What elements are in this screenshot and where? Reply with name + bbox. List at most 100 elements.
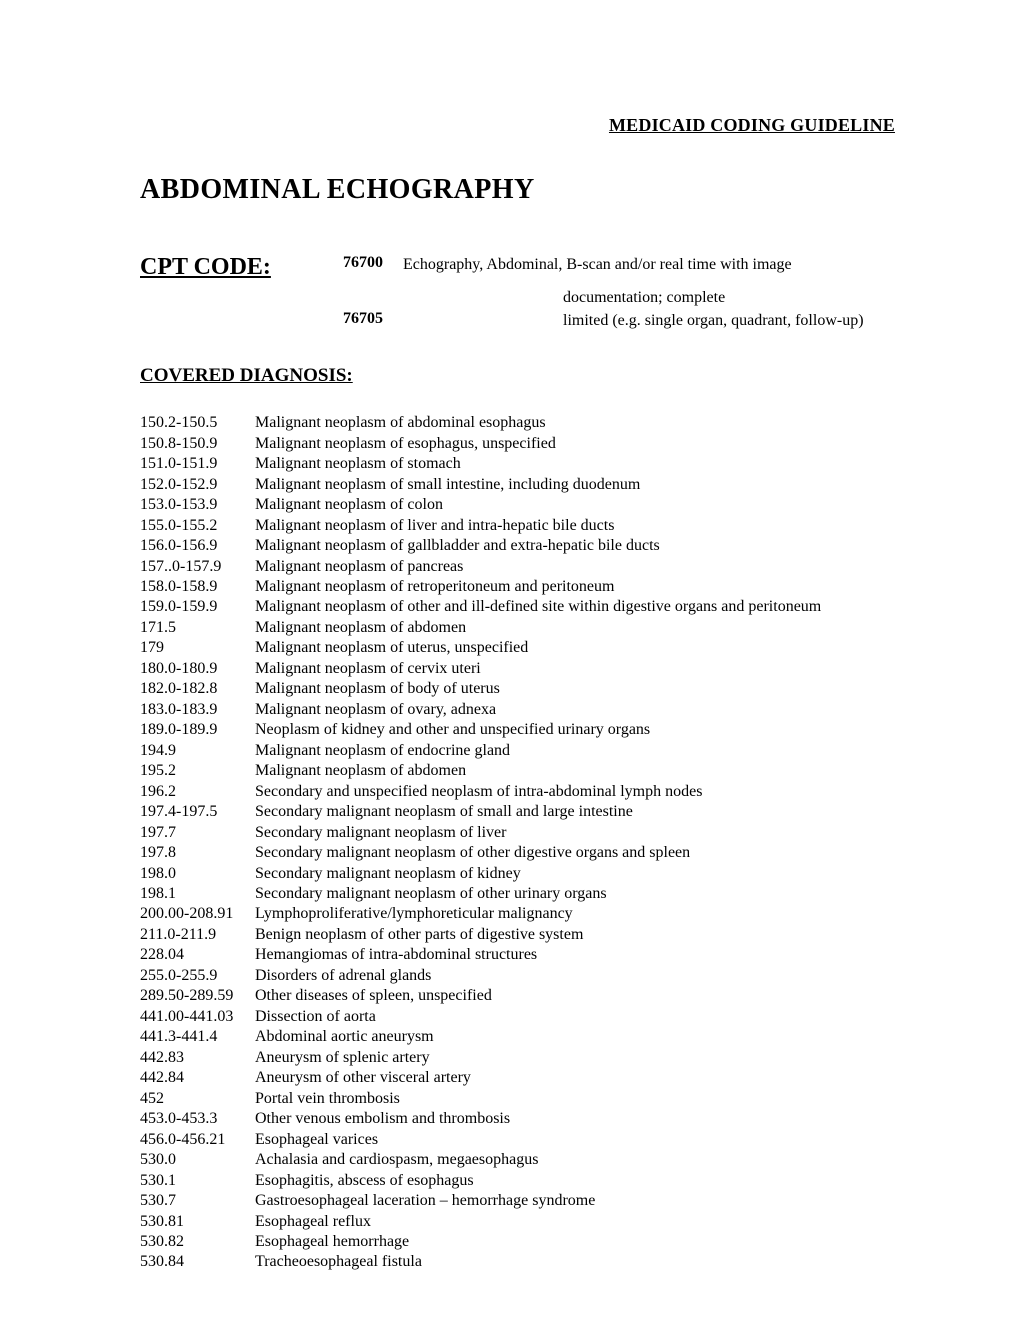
diagnosis-desc: Malignant neoplasm of uterus, unspecifie… xyxy=(255,638,528,658)
diagnosis-row: 453.0-453.3Other venous embolism and thr… xyxy=(140,1109,895,1129)
diagnosis-code: 196.2 xyxy=(140,782,255,802)
diagnosis-code: 182.0-182.8 xyxy=(140,679,255,699)
diagnosis-code: 156.0-156.9 xyxy=(140,536,255,556)
diagnosis-row: 442.83Aneurysm of splenic artery xyxy=(140,1048,895,1068)
diagnosis-row: 152.0-152.9Malignant neoplasm of small i… xyxy=(140,475,895,495)
diagnosis-code: 183.0-183.9 xyxy=(140,700,255,720)
diagnosis-code: 159.0-159.9 xyxy=(140,597,255,617)
diagnosis-row: 441.3-441.4Abdominal aortic aneurysm xyxy=(140,1027,895,1047)
diagnosis-row: 189.0-189.9Neoplasm of kidney and other … xyxy=(140,720,895,740)
diagnosis-desc: Secondary malignant neoplasm of kidney xyxy=(255,864,521,884)
diagnosis-code: 442.84 xyxy=(140,1068,255,1088)
diagnosis-desc: Malignant neoplasm of body of uterus xyxy=(255,679,500,699)
diagnosis-desc: Esophageal reflux xyxy=(255,1212,371,1232)
diagnosis-desc: Malignant neoplasm of small intestine, i… xyxy=(255,475,640,495)
cpt-label: CPT CODE: xyxy=(140,254,343,281)
diagnosis-code: 179 xyxy=(140,638,255,658)
diagnosis-desc: Secondary malignant neoplasm of other di… xyxy=(255,843,690,863)
diagnosis-code: 194.9 xyxy=(140,741,255,761)
diagnosis-row: 530.1Esophagitis, abscess of esophagus xyxy=(140,1171,895,1191)
diagnosis-desc: Secondary malignant neoplasm of small an… xyxy=(255,802,633,822)
diagnosis-code: 153.0-153.9 xyxy=(140,495,255,515)
diagnosis-row: 180.0-180.9Malignant neoplasm of cervix … xyxy=(140,659,895,679)
diagnosis-code: 197.7 xyxy=(140,823,255,843)
diagnosis-row: 211.0-211.9Benign neoplasm of other part… xyxy=(140,925,895,945)
cpt-desc: documentation; complete xyxy=(563,287,725,308)
diagnosis-code: 530.1 xyxy=(140,1171,255,1191)
diagnosis-desc: Malignant neoplasm of retroperitoneum an… xyxy=(255,577,614,597)
diagnosis-desc: Malignant neoplasm of colon xyxy=(255,495,443,515)
diagnosis-code: 195.2 xyxy=(140,761,255,781)
diagnosis-row: 158.0-158.9Malignant neoplasm of retrope… xyxy=(140,577,895,597)
diagnosis-code: 453.0-453.3 xyxy=(140,1109,255,1129)
diagnosis-row: 151.0-151.9Malignant neoplasm of stomach xyxy=(140,454,895,474)
diagnosis-row: 442.84Aneurysm of other visceral artery xyxy=(140,1068,895,1088)
diagnosis-row: 452Portal vein thrombosis xyxy=(140,1089,895,1109)
diagnosis-code: 442.83 xyxy=(140,1048,255,1068)
diagnosis-row: 530.81Esophageal reflux xyxy=(140,1212,895,1232)
diagnosis-row: 150.8-150.9Malignant neoplasm of esophag… xyxy=(140,434,895,454)
diagnosis-desc: Malignant neoplasm of abdomen xyxy=(255,618,466,638)
diagnosis-desc: Malignant neoplasm of pancreas xyxy=(255,557,463,577)
diagnosis-row: 255.0-255.9Disorders of adrenal glands xyxy=(140,966,895,986)
diagnosis-desc: Aneurysm of other visceral artery xyxy=(255,1068,471,1088)
diagnosis-row: 530.0Achalasia and cardiospasm, megaesop… xyxy=(140,1150,895,1170)
diagnosis-code: 530.84 xyxy=(140,1252,255,1272)
diagnosis-desc: Other venous embolism and thrombosis xyxy=(255,1109,510,1129)
diagnosis-row: 198.0Secondary malignant neoplasm of kid… xyxy=(140,864,895,884)
cpt-desc: Echography, Abdominal, B-scan and/or rea… xyxy=(403,254,792,275)
diagnosis-desc: Lymphoproliferative/lymphoreticular mali… xyxy=(255,904,573,924)
diagnosis-code: 157..0-157.9 xyxy=(140,557,255,577)
cpt-row-1: documentation; complete xyxy=(140,287,895,308)
diagnosis-code: 530.82 xyxy=(140,1232,255,1252)
diagnosis-row: 289.50-289.59Other diseases of spleen, u… xyxy=(140,986,895,1006)
diagnosis-code: 441.00-441.03 xyxy=(140,1007,255,1027)
diagnosis-desc: Dissection of aorta xyxy=(255,1007,376,1027)
diagnosis-row: 157..0-157.9Malignant neoplasm of pancre… xyxy=(140,557,895,577)
cpt-row-0: CPT CODE: 76700 Echography, Abdominal, B… xyxy=(140,254,895,281)
diagnosis-code: 158.0-158.9 xyxy=(140,577,255,597)
diagnosis-row: 198.1Secondary malignant neoplasm of oth… xyxy=(140,884,895,904)
diagnosis-desc: Esophageal varices xyxy=(255,1130,378,1150)
document-title: ABDOMINAL ECHOGRAPHY xyxy=(140,174,895,206)
diagnosis-code: 197.4-197.5 xyxy=(140,802,255,822)
diagnosis-desc: Malignant neoplasm of abdomen xyxy=(255,761,466,781)
diagnosis-row: 196.2Secondary and unspecified neoplasm … xyxy=(140,782,895,802)
diagnosis-row: 171.5Malignant neoplasm of abdomen xyxy=(140,618,895,638)
diagnosis-desc: Malignant neoplasm of endocrine gland xyxy=(255,741,510,761)
diagnosis-desc: Malignant neoplasm of ovary, adnexa xyxy=(255,700,496,720)
diagnosis-desc: Gastroesophageal laceration – hemorrhage… xyxy=(255,1191,595,1211)
diagnosis-code: 530.7 xyxy=(140,1191,255,1211)
diagnosis-row: 530.82Esophageal hemorrhage xyxy=(140,1232,895,1252)
diagnosis-desc: Disorders of adrenal glands xyxy=(255,966,431,986)
diagnosis-code: 198.1 xyxy=(140,884,255,904)
diagnosis-desc: Achalasia and cardiospasm, megaesophagus xyxy=(255,1150,538,1170)
diagnosis-list: 150.2-150.5Malignant neoplasm of abdomin… xyxy=(140,413,895,1273)
diagnosis-code: 150.2-150.5 xyxy=(140,413,255,433)
diagnosis-desc: Esophagitis, abscess of esophagus xyxy=(255,1171,474,1191)
page-header: MEDICAID CODING GUIDELINE xyxy=(140,115,895,136)
diagnosis-code: 456.0-456.21 xyxy=(140,1130,255,1150)
diagnosis-row: 197.7Secondary malignant neoplasm of liv… xyxy=(140,823,895,843)
diagnosis-desc: Benign neoplasm of other parts of digest… xyxy=(255,925,583,945)
diagnosis-row: 441.00-441.03Dissection of aorta xyxy=(140,1007,895,1027)
diagnosis-row: 530.84Tracheoesophageal fistula xyxy=(140,1252,895,1272)
diagnosis-code: 228.04 xyxy=(140,945,255,965)
diagnosis-code: 171.5 xyxy=(140,618,255,638)
diagnosis-desc: Portal vein thrombosis xyxy=(255,1089,400,1109)
diagnosis-code: 197.8 xyxy=(140,843,255,863)
diagnosis-code: 452 xyxy=(140,1089,255,1109)
diagnosis-code: 152.0-152.9 xyxy=(140,475,255,495)
diagnosis-desc: Secondary malignant neoplasm of other ur… xyxy=(255,884,607,904)
diagnosis-desc: Hemangiomas of intra-abdominal structure… xyxy=(255,945,537,965)
diagnosis-row: 150.2-150.5Malignant neoplasm of abdomin… xyxy=(140,413,895,433)
diagnosis-code: 255.0-255.9 xyxy=(140,966,255,986)
diagnosis-row: 197.4-197.5Secondary malignant neoplasm … xyxy=(140,802,895,822)
diagnosis-code: 530.0 xyxy=(140,1150,255,1170)
diagnosis-desc: Malignant neoplasm of stomach xyxy=(255,454,461,474)
diagnosis-desc: Malignant neoplasm of other and ill-defi… xyxy=(255,597,821,617)
cpt-code: 76700 xyxy=(343,254,403,272)
diagnosis-code: 289.50-289.59 xyxy=(140,986,255,1006)
diagnosis-desc: Malignant neoplasm of gallbladder and ex… xyxy=(255,536,660,556)
diagnosis-desc: Abdominal aortic aneurysm xyxy=(255,1027,434,1047)
